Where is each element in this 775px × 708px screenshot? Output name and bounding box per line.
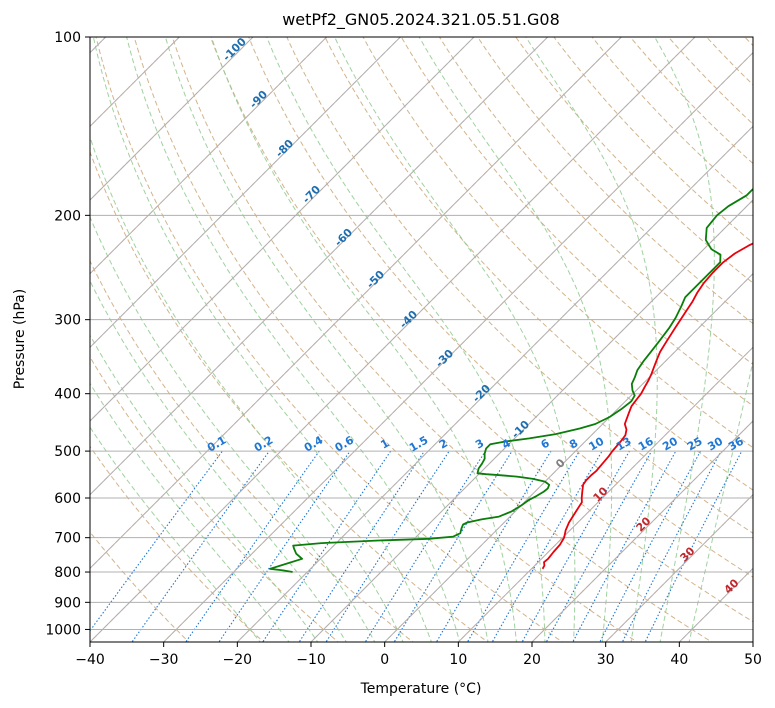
x-tick-label: 50 <box>744 652 762 668</box>
isotherm-gridline <box>90 37 328 275</box>
y-tick-label: 1000 <box>45 622 81 638</box>
mixing-ratio-line <box>393 450 513 642</box>
y-axis-label: Pressure (hPa) <box>12 289 28 389</box>
y-axis-ticks: 100 200 300 400 500 600 700 800 900 1000 <box>45 30 90 638</box>
x-tick-label: −40 <box>75 652 105 668</box>
dry-adiabat <box>286 37 753 534</box>
isotherm-gridline <box>90 37 475 422</box>
y-tick-label: 400 <box>54 387 81 403</box>
y-tick-label: 500 <box>54 444 81 460</box>
dry-adiabat <box>90 150 489 642</box>
mixing-ratio-line <box>218 450 351 642</box>
x-tick-label: 20 <box>523 652 541 668</box>
isotherm-gridline <box>90 37 622 570</box>
y-tick-label: 800 <box>54 565 81 581</box>
dry-adiabat <box>362 37 753 449</box>
mixing-ratio-line <box>185 450 320 642</box>
temperature-line <box>541 242 753 570</box>
dry-adiabat <box>248 37 753 578</box>
x-tick-label: −30 <box>149 652 179 668</box>
isotherm-gridline <box>90 37 549 496</box>
isotherm-gridline <box>383 272 753 642</box>
x-tick-label: 40 <box>670 652 688 668</box>
mixing-ratio-line <box>325 450 450 642</box>
x-tick-label: −10 <box>296 652 326 668</box>
mixing-ratio-line <box>572 450 677 642</box>
isotherm-gridline <box>90 37 254 201</box>
y-tick-label: 700 <box>54 531 81 547</box>
x-tick-label: 10 <box>449 652 467 668</box>
mixing-ratio-line <box>90 450 223 632</box>
isotherm-gridline <box>604 493 753 642</box>
x-tick-label: 30 <box>597 652 615 668</box>
isotherm-gridline <box>90 37 696 642</box>
mixing-ratio-line <box>491 450 603 642</box>
x-axis-ticks: −40 −30 −20 −10 0 10 20 30 40 50 <box>75 642 762 668</box>
isotherm-gridline <box>457 346 753 642</box>
mixing-ratio-line <box>599 450 701 642</box>
moist-adiabat <box>90 426 261 642</box>
dry-adiabat <box>324 37 753 491</box>
mixing-ratio-line <box>131 450 270 642</box>
dry-adiabat <box>438 37 753 366</box>
y-tick-label: 600 <box>54 491 81 507</box>
series-layer <box>269 187 753 573</box>
mixing-ratio-line <box>435 450 552 642</box>
mixing-ratio-line <box>621 450 722 642</box>
moist-adiabat <box>92 37 432 642</box>
isotherm-gridline <box>90 37 401 349</box>
x-axis-label: Temperature (°C) <box>360 681 482 697</box>
y-tick-label: 300 <box>54 313 81 329</box>
grid <box>90 37 753 642</box>
isotherm-gridline <box>162 51 753 642</box>
isotherm-gridline <box>310 199 753 642</box>
x-tick-label: −20 <box>223 652 253 668</box>
plot-frame <box>89 36 754 643</box>
chart-title: wetPf2_GN05.2024.321.05.51.G08 <box>282 10 560 30</box>
isotherm-gridline <box>531 420 753 642</box>
mixing-ratio-line <box>298 450 425 642</box>
y-tick-label: 900 <box>54 595 81 611</box>
dry-adiabat <box>171 37 713 642</box>
y-tick-label: 200 <box>54 208 81 224</box>
y-tick-label: 100 <box>54 30 81 46</box>
x-tick-label: 0 <box>380 652 389 668</box>
mixing-ratio-line <box>466 450 580 642</box>
moist-adiabat <box>90 382 290 642</box>
dewpoint-line <box>269 187 753 573</box>
